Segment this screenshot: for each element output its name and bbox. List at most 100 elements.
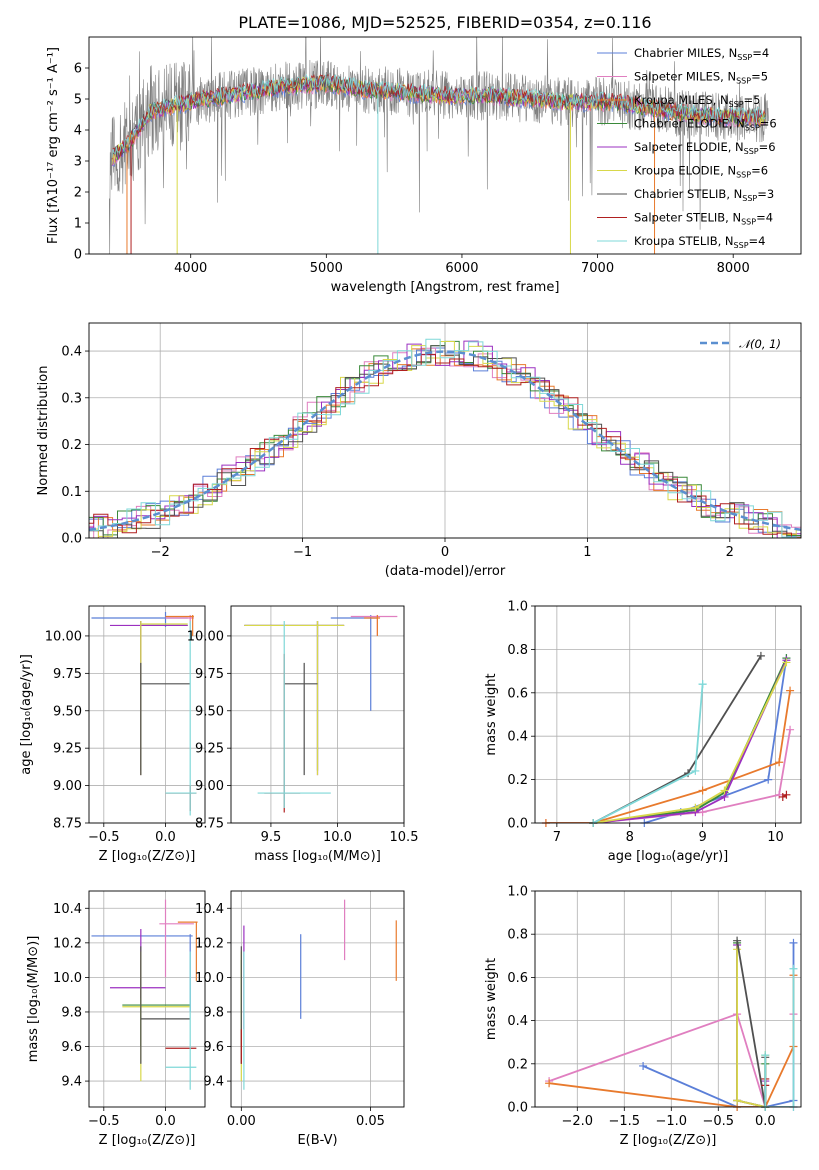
axes-frame <box>534 605 802 824</box>
legend-label: Salpeter STELIB, NSSP=4 <box>634 211 773 227</box>
y-tick-label: 0.4 <box>507 1014 528 1029</box>
legend-suffix: =6 <box>760 117 777 131</box>
weight-marker <box>733 936 742 945</box>
y-tick-label: 0.1 <box>61 485 82 500</box>
legend-name: Salpeter STELIB, N <box>634 211 741 225</box>
y-tick-label: 9.25 <box>195 742 224 757</box>
y-axis-label: mass [log₁₀(M/M⊙)] <box>26 936 41 1063</box>
x-tick-label: 0.05 <box>356 1114 385 1129</box>
weight-marker <box>764 775 773 784</box>
point-6 <box>140 946 191 1064</box>
x-tick-label: −1 <box>293 545 312 560</box>
errorbar-panel-5: −0.5 0.0 9.4 9.6 9.8 10.0 10.2 10.4 Z [log₁₀(Z/Z… <box>26 890 206 1148</box>
x-tick-label: 0.00 <box>227 1114 256 1129</box>
weight-marker <box>698 808 707 817</box>
legend-name: Chabrier STELIB, N <box>634 187 742 201</box>
y-tick-label: 0.0 <box>507 817 528 832</box>
legend-label: Kroupa STELIB, NSSP=4 <box>634 234 765 250</box>
y-tick-label: 10.4 <box>195 902 224 917</box>
y-tick-label: 9.00 <box>53 779 82 794</box>
weight-marker <box>786 686 795 695</box>
model-spectrum-8 <box>111 73 766 158</box>
axes-frame <box>88 322 802 539</box>
x-axis-label: E(B-V) <box>297 1133 337 1148</box>
weight-marker <box>782 658 791 667</box>
legend-name: Chabrier MILES, N <box>634 46 737 60</box>
point-8 <box>165 620 197 816</box>
y-tick-label: 10.2 <box>195 936 224 951</box>
errorbar-panel-6: 0.00 0.05 9.4 9.6 9.8 10.0 10.2 10.4 E(B-V) <box>195 890 405 1148</box>
y-tick-label: 9.6 <box>203 1040 224 1055</box>
x-axis-label: mass [log₁₀(M/M⊙)] <box>254 849 381 864</box>
weight-line-3 <box>593 657 788 823</box>
point-6 <box>140 662 191 776</box>
point-5 <box>122 951 191 1082</box>
weight-marker <box>639 1061 648 1070</box>
x-tick-label: 6000 <box>445 261 478 276</box>
weight-marker <box>698 680 707 689</box>
weight-marker <box>733 945 742 954</box>
weight-panel-4: 7 8 9 10 0.0 0.2 0.4 0.6 0.8 1.0 age [log₁₀(age/yr… <box>484 600 802 864</box>
point-6 <box>284 662 318 776</box>
y-tick-label: 0.8 <box>507 643 528 658</box>
y-tick-label: 0.8 <box>507 928 528 943</box>
weight-marker <box>698 786 707 795</box>
x-axis-label: Z [log₁₀(Z/Z⊙)] <box>99 849 196 864</box>
axes-frame <box>88 890 206 1108</box>
point-7 <box>264 653 301 813</box>
point-4 <box>109 620 188 776</box>
legend-name: Chabrier ELODIE, N <box>634 117 745 131</box>
axes-frame <box>88 605 206 824</box>
legend-label: Chabrier STELIB, NSSP=3 <box>634 187 774 203</box>
y-tick-label: 9.25 <box>53 742 82 757</box>
y-tick-label: 3 <box>74 155 82 170</box>
y-tick-label: 9.50 <box>195 704 224 719</box>
legend-suffix: =5 <box>751 70 768 84</box>
legend-subscript: SSP <box>736 171 751 180</box>
x-tick-label: 0 <box>441 545 449 560</box>
y-tick-label: 2 <box>74 186 82 201</box>
errorbar-panel-2: −0.5 0.0 8.75 9.00 9.25 9.50 9.75 10.00 Z [log₁₀… <box>19 605 206 864</box>
legend-label: Salpeter ELODIE, NSSP=6 <box>634 140 776 156</box>
y-tick-label: 10.0 <box>195 971 224 986</box>
x-tick-label: 8000 <box>717 261 750 276</box>
x-axis-label: Z [log₁₀(Z/Z⊙)] <box>620 1133 717 1148</box>
legend-suffix: =4 <box>749 234 766 248</box>
weight-marker <box>691 803 700 812</box>
legend-suffix: =4 <box>752 46 769 60</box>
weight-marker <box>756 651 765 660</box>
y-tick-label: 10.00 <box>45 629 82 644</box>
y-tick-label: 4 <box>74 124 82 139</box>
legend-subscript: SSP <box>744 147 759 156</box>
y-tick-label: 0.6 <box>507 686 528 701</box>
axes-frame <box>230 605 405 824</box>
legend-name: Kroupa ELODIE, N <box>634 164 736 178</box>
y-tick-label: 8.75 <box>53 817 82 832</box>
point-2 <box>165 614 194 636</box>
y-tick-label: 10.4 <box>53 902 82 917</box>
weight-line-8 <box>592 684 704 823</box>
y-tick-label: 0.4 <box>507 730 528 745</box>
y-tick-label: 1 <box>74 217 82 232</box>
legend-subscript: SSP <box>729 100 744 109</box>
x-tick-label: 9 <box>698 830 706 845</box>
y-tick-label: 9.8 <box>61 1005 82 1020</box>
y-tick-label: 9.00 <box>195 779 224 794</box>
axes-frame <box>534 890 802 1108</box>
weight-marker <box>733 1096 742 1105</box>
y-tick-label: 0.2 <box>507 1057 528 1072</box>
legend-suffix: =5 <box>744 93 761 107</box>
x-tick-label: 2 <box>726 545 734 560</box>
legend-suffix: =6 <box>759 140 776 154</box>
point-5 <box>140 620 188 776</box>
spectrum-panel: PLATE=1086, MJD=52525, FIBERID=0354, z=0… <box>46 13 802 295</box>
weight-line-5 <box>593 662 788 823</box>
weight-line-6 <box>736 940 767 1107</box>
x-axis-label: Z [log₁₀(Z/Z⊙)] <box>99 1133 196 1148</box>
weight-marker <box>782 790 791 799</box>
y-tick-label: 0.3 <box>61 391 82 406</box>
y-tick-label: 9.6 <box>61 1040 82 1055</box>
x-tick-label: −1.0 <box>656 1114 688 1129</box>
weight-line-1 <box>545 729 791 823</box>
